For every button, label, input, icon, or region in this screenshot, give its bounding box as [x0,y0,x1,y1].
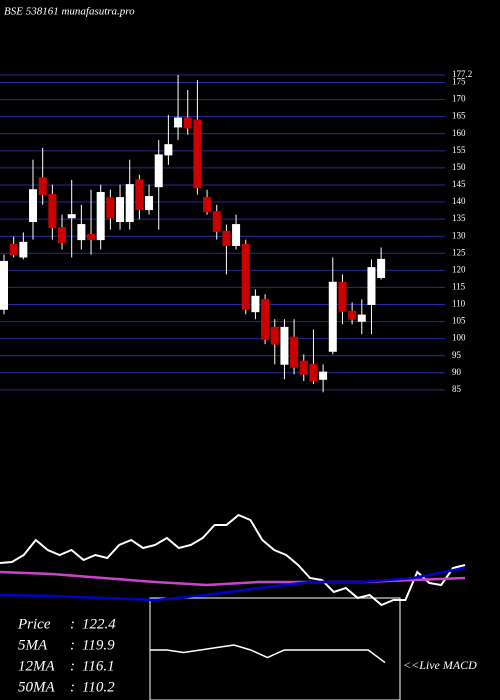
candle-body [261,298,270,340]
stat-label: 50MA [18,679,55,695]
candle-body [174,117,183,128]
candle-body [38,177,47,196]
candle-body [241,243,250,310]
candle-body [377,258,386,279]
candle-body [212,211,221,232]
stat-separator: : [70,658,75,674]
candle-body [164,144,173,156]
candle-body [183,117,192,129]
candle-body [9,243,18,256]
candle-body [270,326,279,345]
stat-label: Price [17,616,51,632]
stat-separator: : [70,679,75,695]
candle-body [77,224,86,241]
y-tick-label: 105 [452,316,466,326]
stat-value: 110.2 [82,679,115,695]
candle-body [222,230,231,246]
y-tick-label: 177.2 [452,69,472,79]
stat-separator: : [70,616,75,632]
indicator-line [0,566,466,602]
candle-body [135,179,144,211]
y-tick-label: 100 [452,333,466,343]
chart-title: BSE 538161 munafasutra.pro [4,6,135,18]
candle-body [232,224,241,246]
macd-box [149,597,401,700]
stat-value: 122.4 [82,616,116,632]
candle-body [125,184,134,223]
candle-body [193,119,202,189]
stat-label: 5MA [18,637,48,653]
candle-body [29,189,38,223]
candle-body [96,191,105,241]
y-tick-label: 150 [452,162,466,172]
y-tick-label: 170 [452,94,466,104]
candle-body [154,154,163,188]
y-tick-label: 125 [452,247,466,257]
y-tick-label: 90 [452,367,462,377]
candle-body [348,310,357,320]
candle-body [0,260,8,310]
candle-body [116,197,125,223]
candle-body [357,314,366,322]
candle-body [19,241,28,258]
y-tick-label: 145 [452,179,466,189]
macd-label: <<Live MACD [403,658,477,672]
candle-body [106,197,115,219]
candle-body [48,194,57,229]
candle-body [280,326,289,365]
y-tick-label: 160 [452,128,466,138]
candle-body [299,360,308,375]
stat-value: 116.1 [82,658,115,674]
y-tick-label: 85 [452,384,462,394]
y-tick-label: 175 [452,77,466,87]
y-tick-label: 165 [452,111,466,121]
y-tick-label: 120 [452,264,466,274]
y-tick-label: 115 [452,281,466,291]
candle-body [290,336,299,368]
candle-body [319,371,328,380]
candle-body [367,267,376,305]
stat-separator: : [70,637,75,653]
candle-body [309,363,318,382]
y-tick-label: 95 [452,350,462,360]
candle-body [328,281,337,352]
y-tick-label: 110 [452,299,466,309]
y-tick-label: 140 [452,196,466,206]
stat-label: 12MA [18,658,55,674]
macd-line [150,644,386,664]
y-tick-label: 130 [452,230,466,240]
stat-value: 119.9 [82,637,115,653]
y-tick-label: 135 [452,213,466,223]
indicator-line [0,513,466,607]
candle-body [58,227,67,244]
candle-body [251,295,260,313]
candle-body [87,233,96,241]
candle-body [145,196,154,211]
y-tick-label: 155 [452,145,466,155]
candle-body [67,214,76,219]
candle-body [203,197,212,213]
candle-body [338,281,347,312]
